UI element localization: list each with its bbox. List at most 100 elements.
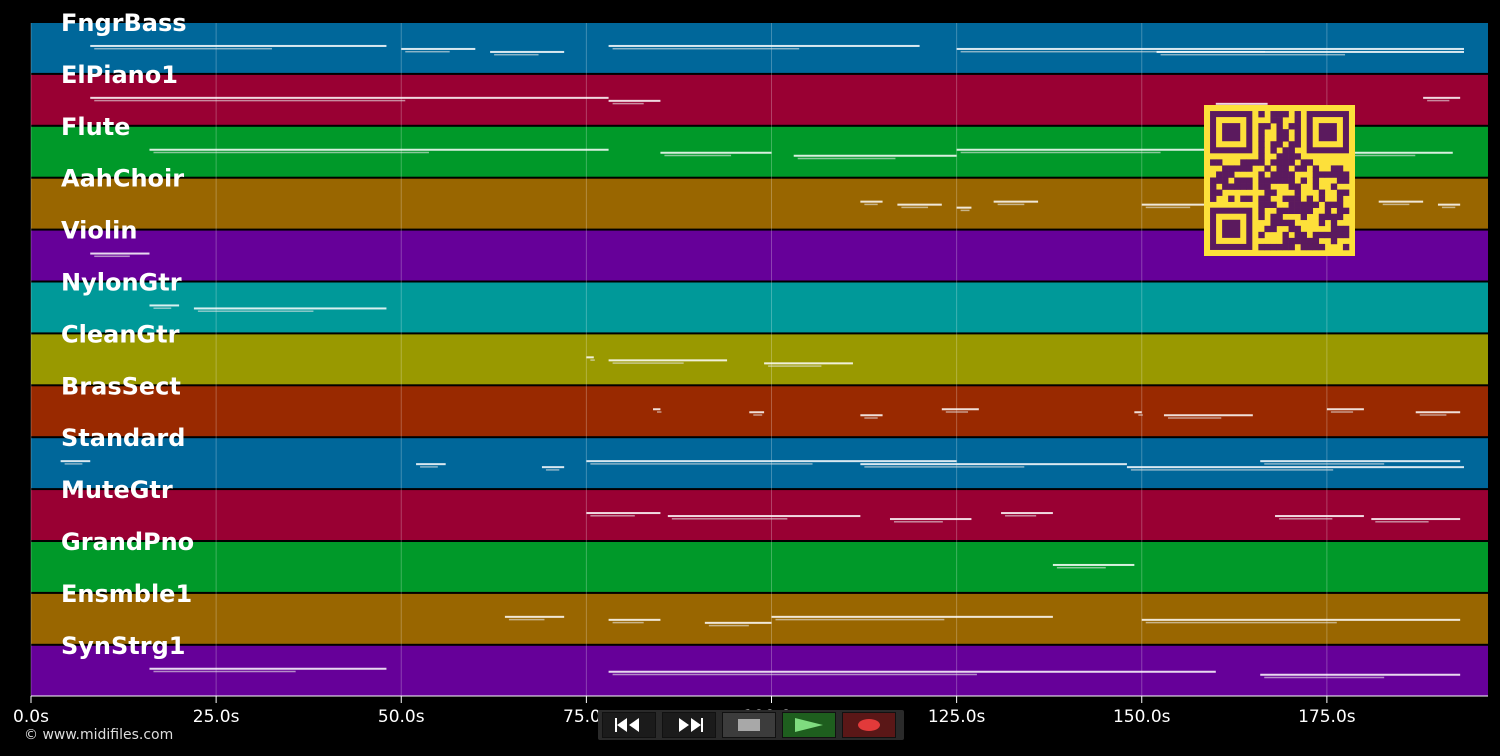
note-run: [1005, 515, 1037, 517]
qr-module: [1294, 207, 1301, 215]
track-label: MuteGtr: [61, 476, 173, 504]
qr-module: [1294, 141, 1301, 148]
note-run: [420, 466, 438, 468]
note-run: [1330, 411, 1354, 413]
qr-module: [1330, 225, 1338, 233]
qr-module: [1282, 177, 1289, 184]
qr-module: [1264, 243, 1271, 251]
qr-module: [1216, 171, 1223, 178]
qr-module: [1288, 141, 1295, 148]
qr-module: [1246, 177, 1253, 184]
stop-button[interactable]: [722, 712, 776, 738]
qr-module: [1276, 123, 1283, 130]
qr-module: [1336, 195, 1344, 202]
qr-module: [1276, 135, 1283, 142]
qr-module: [1270, 177, 1277, 184]
note-run: [541, 466, 565, 469]
qr-module: [1270, 189, 1277, 196]
note-run: [149, 304, 180, 307]
qr-module: [1342, 177, 1350, 184]
qr-module: [1288, 153, 1295, 160]
note-run: [149, 148, 609, 151]
qr-module: [1276, 111, 1283, 118]
qr-module: [1258, 129, 1265, 136]
qr-module: [1282, 153, 1289, 160]
note-run: [149, 667, 387, 670]
qr-module: [1312, 165, 1320, 172]
note-run: [612, 47, 800, 50]
qr-module: [1234, 183, 1241, 190]
note-run: [94, 47, 272, 50]
qr-module: [1288, 159, 1295, 166]
qr-module: [1276, 243, 1283, 251]
note-run: [864, 203, 878, 206]
note-run: [860, 463, 1127, 466]
note-run: [1145, 621, 1337, 624]
qr-module: [1276, 141, 1283, 148]
qr-module: [1216, 159, 1223, 166]
note-run: [704, 621, 772, 624]
note-run: [1215, 102, 1268, 105]
qr-module: [1288, 219, 1295, 227]
qr-module: [1282, 129, 1289, 136]
qr-module: [1342, 231, 1350, 239]
qr-module: [1318, 189, 1326, 196]
qr-module: [1276, 171, 1283, 178]
play-button[interactable]: [782, 712, 836, 738]
qr-module: [1270, 141, 1277, 148]
qr-module: [1246, 195, 1253, 202]
qr-module: [1282, 165, 1289, 172]
qr-module: [1258, 159, 1265, 166]
qr-code: [1204, 105, 1355, 256]
rewind-icon: [615, 718, 639, 732]
qr-module: [1330, 219, 1338, 227]
qr-module: [1270, 219, 1277, 227]
qr-module: [1258, 171, 1265, 178]
time-gridlines: [30, 23, 1328, 696]
qr-module: [1336, 207, 1344, 215]
qr-module: [1258, 207, 1265, 215]
rewind-button[interactable]: [602, 712, 656, 738]
qr-module: [1342, 225, 1350, 233]
qr-module: [1294, 165, 1301, 172]
note-run: [608, 670, 1216, 673]
qr-module: [1306, 207, 1314, 215]
qr-module: [1300, 231, 1307, 239]
qr-module: [1300, 165, 1307, 172]
note-run: [768, 365, 822, 367]
copyright-text: © www.midifiles.com: [24, 727, 174, 743]
note-run: [612, 673, 977, 676]
record-button[interactable]: [842, 712, 896, 738]
fast-forward-button[interactable]: [662, 712, 716, 738]
qr-module: [1294, 189, 1301, 196]
qr-module: [1240, 165, 1247, 172]
qr-finder: [1318, 123, 1337, 142]
transport-bar: [598, 710, 904, 740]
fast-forward-icon: [679, 718, 703, 732]
note-run: [64, 463, 83, 465]
note-run: [956, 47, 1464, 50]
qr-module: [1270, 243, 1277, 251]
note-run: [153, 307, 172, 309]
track-label: AahChoir: [61, 165, 184, 193]
note-run: [494, 53, 539, 56]
track-labels: FngrBass ElPiano1 Flute AahChoir Violin Nylon…: [61, 9, 194, 660]
qr-module: [1264, 201, 1271, 208]
play-icon: [795, 718, 823, 732]
qr-module: [1258, 231, 1265, 239]
note-run: [960, 50, 1266, 53]
qr-module: [1294, 135, 1301, 142]
qr-module: [1294, 201, 1301, 208]
qr-module: [1300, 159, 1307, 166]
qr-module: [1324, 201, 1332, 208]
note-run: [1423, 96, 1461, 99]
qr-module: [1294, 117, 1301, 124]
qr-module: [1228, 183, 1235, 190]
qr-module: [1294, 225, 1301, 233]
qr-module: [1276, 117, 1283, 124]
note-run: [1145, 206, 1191, 209]
qr-module: [1324, 213, 1332, 221]
note-run: [612, 362, 684, 364]
qr-module: [1306, 243, 1314, 251]
